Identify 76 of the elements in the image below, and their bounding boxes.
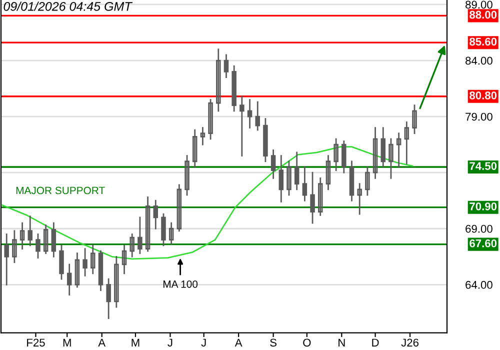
candlestick (20, 222, 25, 250)
x-tick-label: M (132, 338, 140, 346)
x-tick-label: A (234, 338, 242, 346)
x-tick-label: J26 (401, 338, 418, 347)
candlestick (326, 155, 331, 190)
candlestick (372, 127, 378, 179)
candlestick (334, 138, 338, 172)
candlestick (36, 234, 40, 258)
x-tick-label: J (201, 338, 206, 347)
candlestick (216, 48, 221, 112)
candlestick (342, 140, 346, 174)
candlestick (240, 96, 244, 156)
candlestick (404, 121, 410, 164)
candlestick (255, 101, 260, 131)
candlestick (286, 160, 292, 196)
candlestick (28, 216, 33, 246)
candlestick (59, 244, 64, 280)
candlestick (130, 234, 134, 258)
annotation: MA 100 (163, 280, 198, 288)
ref-line-label: 70.90 (470, 202, 497, 210)
candlestick (176, 184, 182, 232)
x-tick-label: F25 (27, 338, 45, 347)
candlestick (318, 177, 323, 216)
candlestick (200, 127, 206, 146)
candlestick (122, 244, 127, 274)
x-tick-label: N (338, 338, 345, 346)
annotation: 09/01/2026 04:45 GMT (4, 2, 133, 11)
candlestick (138, 216, 142, 254)
x-tick-label: A (98, 338, 106, 346)
candlestick (168, 222, 174, 246)
ref-line-label: 74.50 (470, 162, 497, 170)
ref-line-label: 85.60 (470, 38, 497, 46)
y-tick-label: 79.00 (466, 112, 492, 121)
candlestick (192, 129, 198, 168)
candlestick (90, 244, 96, 274)
annotation: MAJOR SUPPORT (16, 186, 105, 194)
x-tick-label: M (63, 338, 71, 346)
candlestick (270, 149, 276, 179)
candlestick (365, 166, 370, 196)
candlestick (310, 172, 315, 224)
x-tick-label: O (303, 338, 311, 347)
candlestick (224, 54, 229, 78)
candlestick (208, 99, 213, 140)
y-tick-label: 89.00 (466, 0, 492, 9)
ref-line-label: 88.00 (470, 10, 497, 19)
candlestick (380, 127, 386, 168)
candlestick (357, 183, 362, 215)
x-tick-label: S (270, 338, 276, 347)
candlestick (294, 152, 300, 190)
candlestick (161, 213, 166, 246)
candlestick (153, 200, 158, 230)
ref-line-label: 80.80 (470, 91, 497, 100)
candlestick (43, 224, 48, 254)
x-tick-label: D (372, 338, 379, 346)
candlestick (412, 104, 417, 134)
ref-line-label: 67.60 (470, 239, 497, 248)
candlestick (145, 196, 150, 252)
y-tick-label: 64.00 (466, 280, 492, 289)
candlestick (74, 252, 80, 288)
candlestick (51, 222, 56, 258)
candlestick (114, 256, 119, 308)
y-tick-label: 69.00 (466, 224, 492, 233)
candlestick (106, 278, 111, 319)
candlestick (4, 234, 9, 286)
candlestick (12, 230, 17, 263)
line-series (1, 146, 413, 260)
candlestick (388, 138, 394, 179)
candlestick (184, 155, 190, 196)
x-tick-label: J (168, 338, 172, 347)
candlestick (302, 166, 308, 202)
y-tick-label: 84.00 (466, 56, 492, 65)
candlestick (396, 132, 402, 168)
candlestick (278, 155, 284, 202)
candlestick (66, 264, 72, 296)
candlestick (247, 99, 252, 128)
candlestick (82, 248, 88, 276)
